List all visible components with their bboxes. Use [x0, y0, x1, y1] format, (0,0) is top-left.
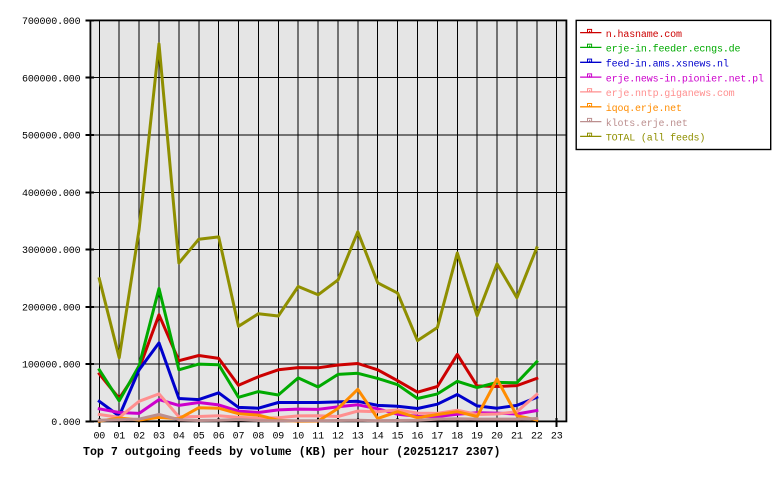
svg-text:06: 06: [213, 432, 225, 443]
svg-text:20: 20: [491, 432, 503, 443]
svg-text:14: 14: [372, 432, 384, 443]
svg-text:700000.000: 700000.000: [22, 17, 81, 28]
svg-text:400000.000: 400000.000: [22, 189, 81, 200]
svg-text:02: 02: [133, 432, 145, 443]
svg-text:10: 10: [292, 432, 304, 443]
svg-text:23: 23: [551, 432, 563, 443]
svg-text:12: 12: [332, 432, 344, 443]
svg-text:600000.000: 600000.000: [22, 74, 81, 85]
svg-text:22: 22: [531, 432, 543, 443]
svg-text:03: 03: [153, 432, 165, 443]
svg-text:erje-in.feeder.ecngs.de: erje-in.feeder.ecngs.de: [606, 44, 741, 56]
svg-text:18: 18: [451, 432, 463, 443]
svg-text:00: 00: [93, 432, 105, 443]
svg-text:300000.000: 300000.000: [22, 246, 81, 257]
svg-text:Top 7 outgoing feeds by volume: Top 7 outgoing feeds by volume (KB) per …: [83, 446, 501, 459]
svg-text:200000.000: 200000.000: [22, 303, 81, 314]
svg-text:09: 09: [272, 432, 284, 443]
svg-text:05: 05: [193, 432, 205, 443]
svg-text:15: 15: [392, 432, 404, 443]
svg-text:07: 07: [233, 432, 245, 443]
svg-text:100000.000: 100000.000: [22, 361, 81, 372]
svg-text:erje.news-in.pionier.net.pl: erje.news-in.pionier.net.pl: [606, 73, 764, 85]
svg-text:04: 04: [173, 432, 185, 443]
svg-text:16: 16: [412, 432, 424, 443]
svg-text:klots.erje.net: klots.erje.net: [606, 118, 688, 130]
svg-text:TOTAL (all feeds): TOTAL (all feeds): [606, 133, 705, 145]
svg-text:13: 13: [352, 432, 364, 443]
svg-text:n.hasname.com: n.hasname.com: [606, 29, 682, 41]
svg-text:feed-in.ams.xsnews.nl: feed-in.ams.xsnews.nl: [606, 59, 729, 71]
svg-text:11: 11: [312, 432, 324, 443]
svg-text:19: 19: [471, 432, 483, 443]
svg-text:21: 21: [511, 432, 523, 443]
svg-text:iqoq.erje.net: iqoq.erje.net: [606, 103, 682, 115]
svg-text:0.000: 0.000: [51, 418, 80, 429]
svg-text:500000.000: 500000.000: [22, 132, 81, 143]
svg-text:08: 08: [253, 432, 265, 443]
svg-text:01: 01: [113, 432, 125, 443]
svg-text:erje.nntp.giganews.com: erje.nntp.giganews.com: [606, 88, 735, 100]
svg-text:17: 17: [432, 432, 444, 443]
